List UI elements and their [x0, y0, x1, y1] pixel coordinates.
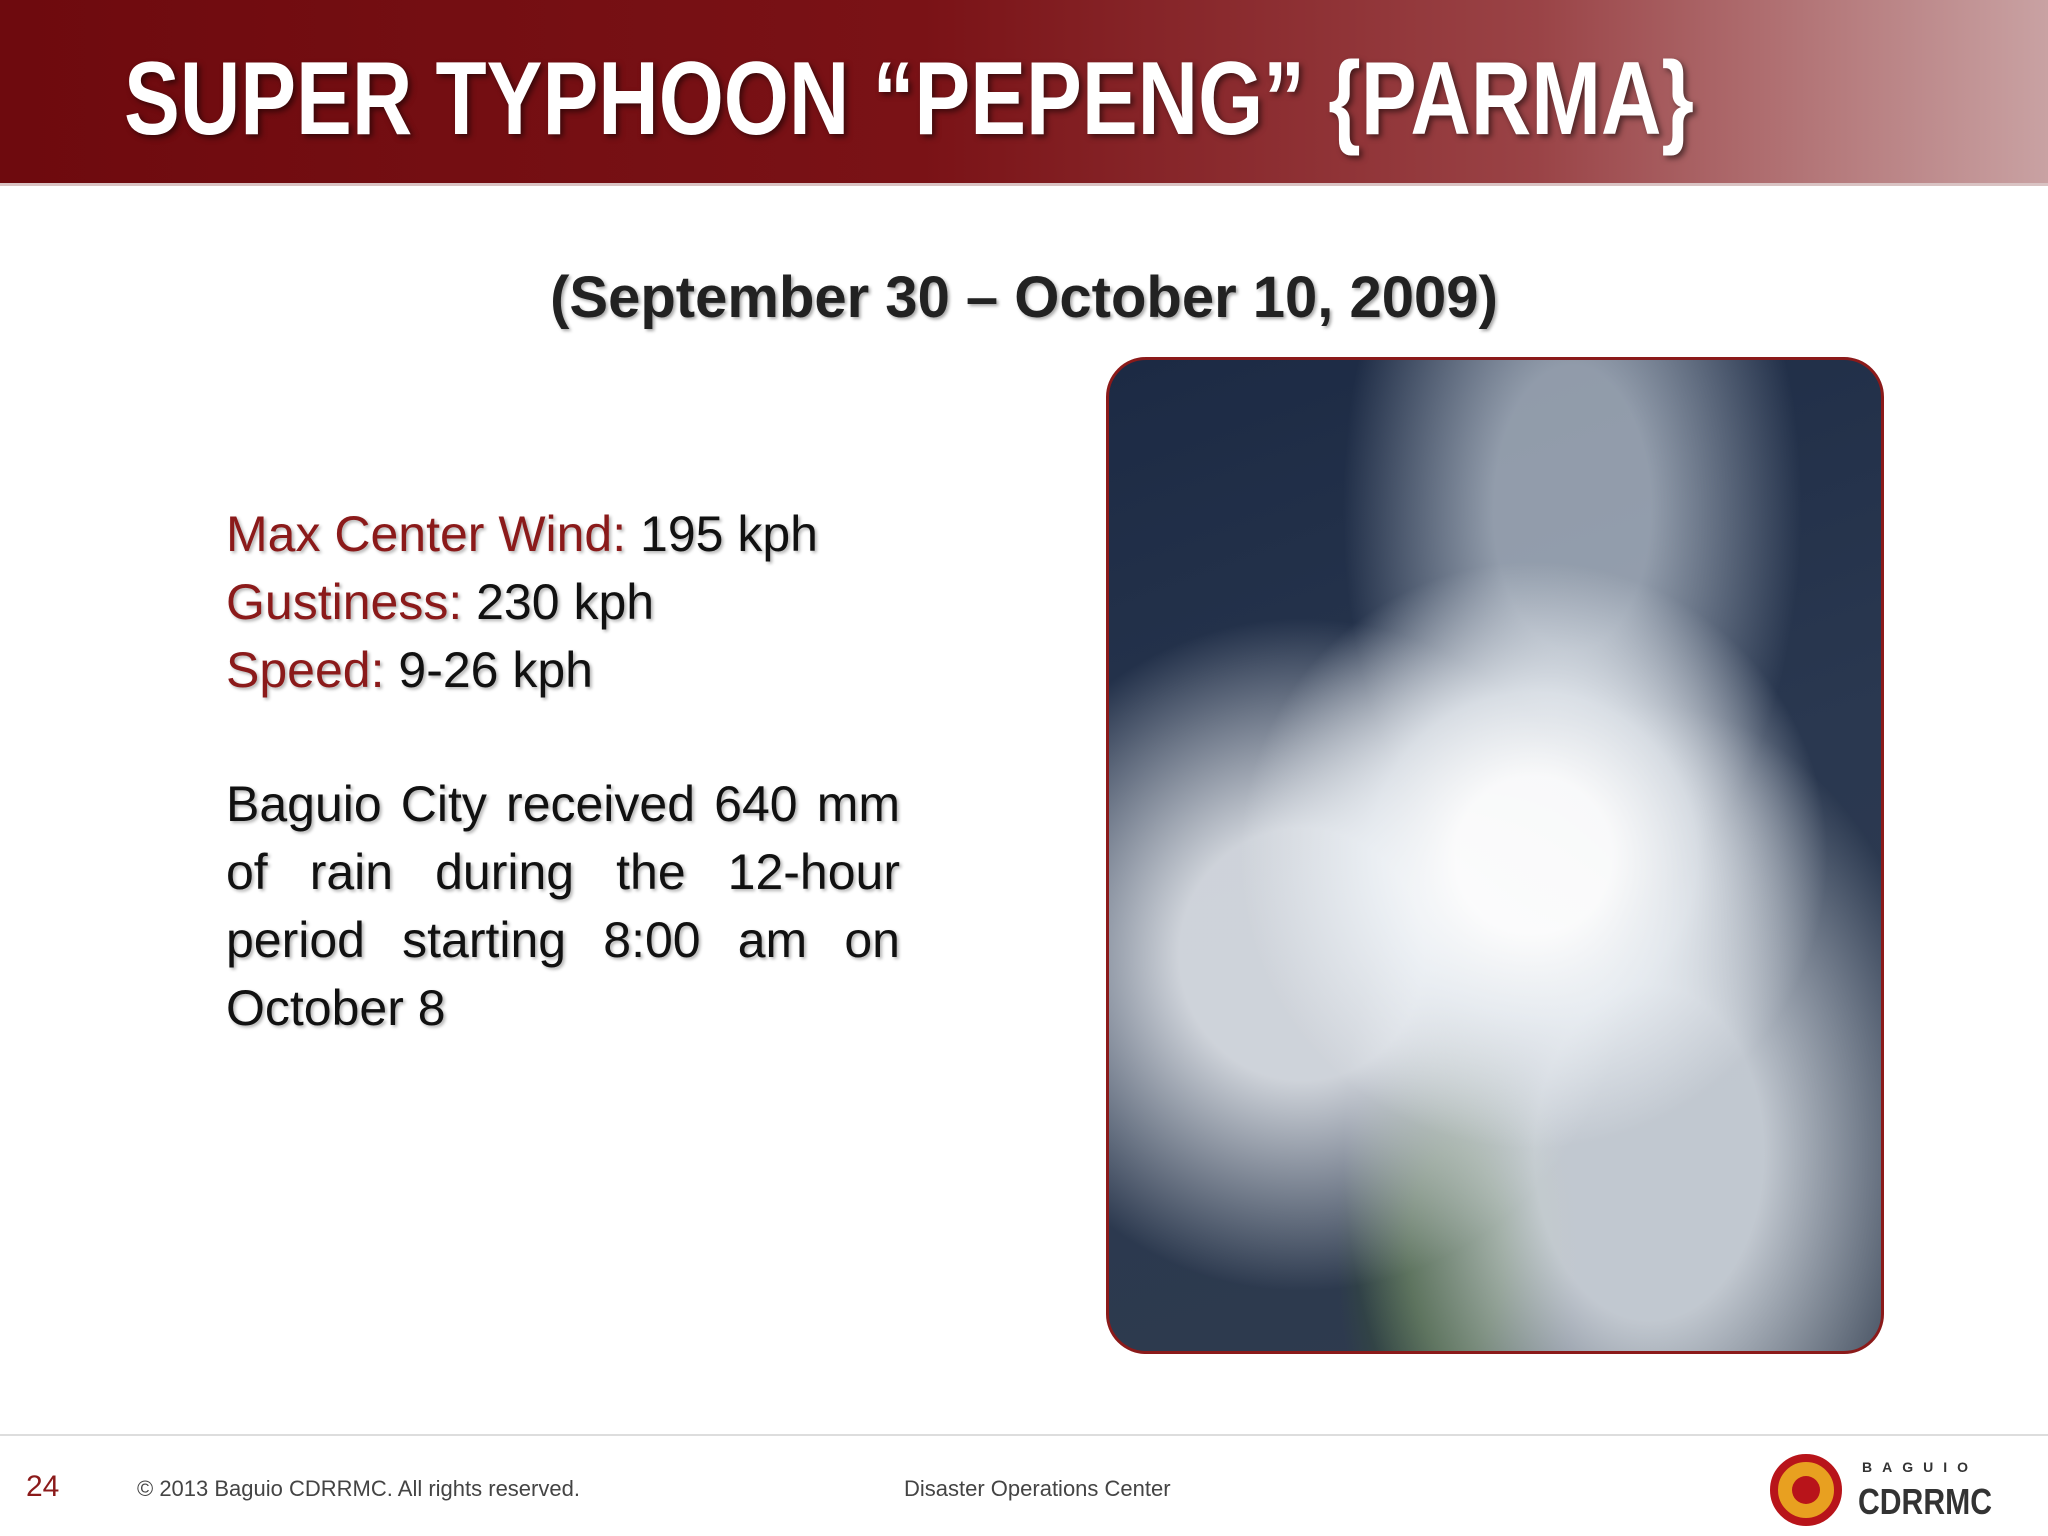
- stat-label: Speed:: [226, 642, 385, 698]
- stat-value: 9-26 kph: [398, 642, 593, 698]
- title: SUPER TYPHOON “PEPENG” {PARMA}: [124, 41, 1694, 157]
- page-number: 24: [26, 1470, 60, 1503]
- copyright: © 2013 Baguio CDRRMC. All rights reserve…: [137, 1476, 580, 1501]
- stat-row: Speed: 9-26 kph: [226, 636, 818, 704]
- subtitle: (September 30 – October 10, 2009): [550, 265, 1498, 330]
- title-bar: [0, 0, 2048, 186]
- stat-label: Gustiness:: [226, 574, 463, 630]
- stats: Max Center Wind: 195 kph Gustiness: 230 k…: [226, 500, 818, 704]
- logo-emblem-center: [1792, 1476, 1820, 1504]
- typhoon-image: [1106, 357, 1884, 1354]
- stat-row: Max Center Wind: 195 kph: [226, 500, 818, 568]
- stat-label: Max Center Wind:: [226, 506, 627, 562]
- stat-row: Gustiness: 230 kph: [226, 568, 818, 636]
- stat-value: 230 kph: [476, 574, 655, 630]
- logo-bottom: CDRRMC: [1858, 1481, 1992, 1522]
- logo: BAGUIO CDRRMC: [1770, 1454, 1992, 1526]
- stat-value: 195 kph: [640, 506, 818, 562]
- footer-center: Disaster Operations Center: [904, 1476, 1171, 1501]
- logo-top: BAGUIO: [1862, 1459, 1978, 1475]
- title-area: SUPER TYPHOON “PEPENG” {PARMA}: [124, 41, 1694, 157]
- footer-line: [0, 1434, 2048, 1436]
- paragraph: Baguio City received 640 mm of rain duri…: [226, 776, 900, 1036]
